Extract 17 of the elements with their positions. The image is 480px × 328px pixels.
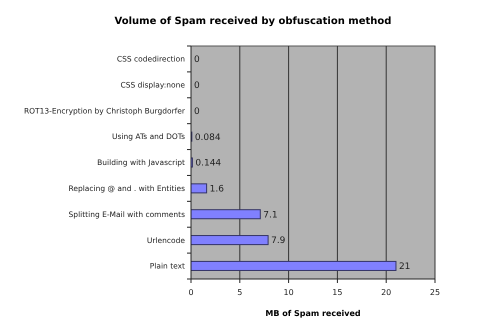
chart-title: Volume of Spam received by obfuscation method (114, 16, 392, 27)
data-label: 7.9 (271, 236, 286, 246)
data-label: 7.1 (263, 210, 278, 220)
x-tick-label: 10 (284, 288, 294, 297)
data-label: 0 (194, 106, 200, 117)
x-tick-label: 20 (381, 288, 392, 297)
x-tick-label: 5 (237, 288, 242, 297)
data-label: 1.6 (210, 184, 224, 195)
data-label: 0 (194, 81, 200, 92)
data-label: 0 (194, 55, 200, 66)
x-axis-title: MB of Spam received (265, 309, 361, 318)
data-label: 0.144 (195, 158, 222, 169)
x-tick-label: 15 (332, 288, 342, 297)
x-tick-label: 0 (188, 288, 194, 297)
x-tick-label: 25 (430, 288, 440, 297)
data-label: 21 (398, 262, 410, 272)
data-label: 0.084 (194, 132, 221, 143)
